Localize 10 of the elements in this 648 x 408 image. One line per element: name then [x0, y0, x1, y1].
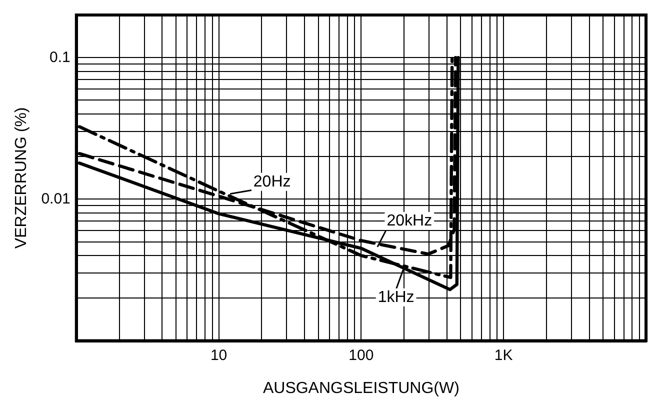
y-tick-label: 0.01: [41, 190, 70, 208]
y-tick-label: 0.1: [50, 48, 70, 66]
x-axis-title: AUSGANGSLEISTUNG(W): [262, 380, 460, 397]
annotation: 1kHz: [378, 288, 414, 306]
x-tick-label: 10: [210, 346, 228, 364]
x-tick-label: 100: [348, 346, 374, 364]
annotation: 20kHz: [386, 212, 432, 230]
x-tick-label: 1K: [494, 346, 513, 364]
annotation: 20Hz: [253, 173, 291, 190]
y-axis-title: VERZERRUNG (%): [13, 107, 30, 249]
